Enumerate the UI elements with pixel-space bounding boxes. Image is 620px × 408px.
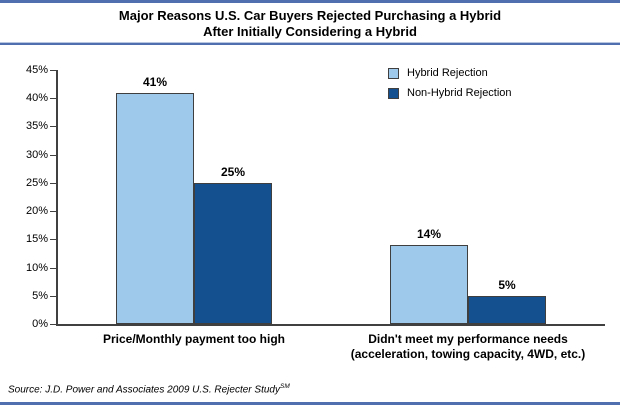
- legend-swatch-icon: [388, 68, 399, 79]
- y-axis-tick: [50, 70, 56, 71]
- y-axis-tick-label: 35%: [25, 120, 48, 132]
- legend-label: Non-Hybrid Rejection: [407, 87, 512, 99]
- y-axis-tick-label: 40%: [25, 92, 48, 104]
- y-axis-tick: [50, 296, 56, 297]
- source-superscript: SM: [279, 383, 290, 390]
- bar-value-label: 5%: [498, 278, 516, 292]
- y-axis-tick: [50, 126, 56, 127]
- y-axis-tick-label: 15%: [25, 233, 48, 245]
- y-axis-tick-label: 30%: [25, 149, 48, 161]
- y-axis-tick: [50, 268, 56, 269]
- chart-title: Major Reasons U.S. Car Buyers Rejected P…: [0, 8, 620, 40]
- y-axis-tick: [50, 239, 56, 240]
- bottom-accent-rule: [0, 402, 620, 405]
- bar-value-label: 41%: [142, 75, 168, 89]
- legend: Hybrid Rejection Non-Hybrid Rejection: [388, 67, 512, 107]
- bar-non-hybrid-rejection: [194, 183, 272, 324]
- bar-hybrid-rejection: [116, 93, 194, 324]
- legend-item: Non-Hybrid Rejection: [388, 87, 512, 100]
- legend-item: Hybrid Rejection: [388, 67, 512, 80]
- y-axis-tick: [50, 324, 56, 325]
- top-accent-rule: [0, 0, 620, 3]
- y-axis-tick: [50, 155, 56, 156]
- y-axis-tick-label: 25%: [25, 177, 48, 189]
- source-note: Source: J.D. Power and Associates 2009 U…: [8, 383, 290, 395]
- title-divider-rule: [0, 42, 620, 45]
- bar-non-hybrid-rejection: [468, 296, 546, 324]
- x-axis-category-label: Didn't meet my performance needs (accele…: [350, 332, 586, 361]
- x-axis-line: [56, 324, 605, 326]
- y-axis-tick-label: 45%: [25, 64, 48, 76]
- source-text: Source: J.D. Power and Associates 2009 U…: [8, 384, 280, 396]
- y-axis-tick: [50, 98, 56, 99]
- bar-hybrid-rejection: [390, 245, 468, 324]
- x-axis-category-label: Price/Monthly payment too high: [102, 332, 285, 346]
- y-axis-tick-label: 20%: [25, 205, 48, 217]
- y-axis-tick-label: 0%: [32, 318, 48, 330]
- bar-value-label: 14%: [416, 227, 442, 241]
- bar-value-label: 25%: [220, 165, 246, 179]
- chart-title-line1: Major Reasons U.S. Car Buyers Rejected P…: [118, 8, 502, 23]
- chart-title-line2: After Initially Considering a Hybrid: [203, 24, 417, 39]
- y-axis-tick: [50, 183, 56, 184]
- legend-label: Hybrid Rejection: [407, 67, 488, 79]
- y-axis-line: [56, 70, 58, 326]
- y-axis-tick-label: 5%: [32, 290, 48, 302]
- y-axis-tick-label: 10%: [25, 262, 48, 274]
- y-axis-tick: [50, 211, 56, 212]
- legend-swatch-icon: [388, 88, 399, 99]
